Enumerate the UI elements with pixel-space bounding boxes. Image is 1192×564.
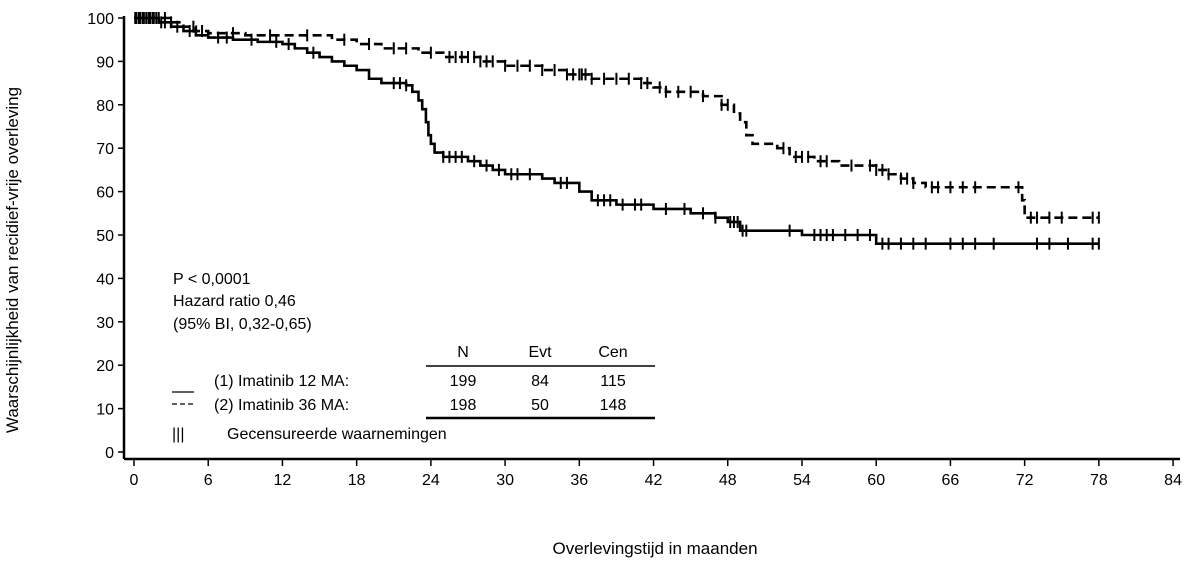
series-group: [134, 16, 1099, 245]
table-row-2-evt: 50: [531, 397, 549, 414]
y-tick-label: 50: [96, 228, 114, 245]
y-tick-label: 70: [96, 141, 114, 158]
censor-marks-group: [134, 12, 1100, 250]
stats-annotation: P < 0,0001 Hazard ratio 0,46 (95% BI, 0,…: [173, 271, 312, 333]
x-tick-label: 48: [719, 472, 737, 489]
y-tick-label: 100: [87, 11, 114, 28]
p-value: P < 0,0001: [173, 271, 251, 288]
table-header-cen: Cen: [598, 344, 627, 361]
y-tick-label: 30: [96, 315, 114, 332]
km-curve-2: [134, 16, 1099, 219]
table-row-2-label: (2) Imatinib 36 MA:: [214, 397, 349, 414]
x-tick-label: 42: [645, 472, 663, 489]
y-tick-label: 10: [96, 402, 114, 419]
x-tick-label: 66: [942, 472, 960, 489]
table-row-1-n: 199: [450, 373, 477, 390]
x-tick-label: 54: [793, 472, 811, 489]
table-row-2-n: 198: [450, 397, 477, 414]
x-tick-label: 6: [204, 472, 213, 489]
confidence-interval: (95% BI, 0,32-0,65): [173, 316, 312, 333]
x-axis-title: Overlevingstijd in maanden: [552, 539, 757, 558]
x-tick-label: 0: [130, 472, 139, 489]
x-tick-label: 84: [1164, 472, 1182, 489]
table-row-1-cen: 115: [600, 373, 626, 390]
axes: [122, 16, 1180, 461]
table-row-2-cen: 148: [600, 397, 627, 414]
x-tick-label: 36: [570, 472, 588, 489]
x-tick-label: 78: [1090, 472, 1108, 489]
y-tick-label: 60: [96, 185, 114, 202]
x-tick-label: 72: [1016, 472, 1034, 489]
x-tick-label: 12: [274, 472, 292, 489]
summary-table: N Evt Cen (1) Imatinib 12 MA: 199 84 115…: [172, 344, 655, 443]
x-tick-label: 60: [867, 472, 885, 489]
x-tick-label: 24: [422, 472, 440, 489]
censor-legend-symbol: |||: [172, 426, 184, 443]
table-header-n: N: [457, 344, 469, 361]
table-row-1-label: (1) Imatinib 12 MA:: [214, 373, 349, 390]
tick-group: 0 6 12 18 24 30 36 42 48 54 60 66 72 78 84 0 10 20 30 40 50 6…: [87, 11, 1182, 489]
hazard-ratio: Hazard ratio 0,46: [173, 293, 296, 310]
y-tick-label: 40: [96, 271, 114, 288]
x-tick-label: 30: [496, 472, 514, 489]
censor-legend-label: Gecensureerde waarnemingen: [227, 426, 447, 443]
y-tick-label: 90: [96, 54, 114, 71]
y-tick-label: 20: [96, 358, 114, 375]
x-tick-label: 18: [348, 472, 366, 489]
table-header-evt: Evt: [528, 344, 552, 361]
y-tick-label: 80: [96, 98, 114, 115]
y-tick-label: 0: [105, 445, 114, 462]
table-row-1-evt: 84: [531, 373, 549, 390]
km-curve-1: [134, 16, 1099, 245]
y-axis-title: Waarschijnlijkheid van recidief-vrije ov…: [3, 87, 22, 433]
